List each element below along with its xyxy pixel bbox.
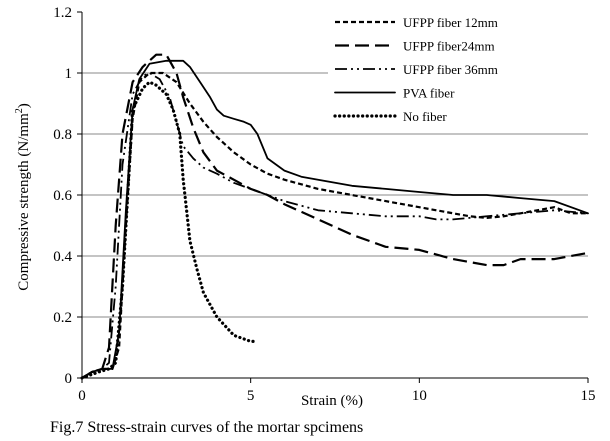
legend-label-4: PVA fiber [403,86,455,101]
series-line-5 [80,80,259,380]
legend-background [328,8,588,128]
gridlines [82,72,588,318]
legend: UFPP fiber 12mm UFPP fiber24mm UFPP fiber … [328,8,588,128]
y-axis-label: Compressive strength (N/mm2) [14,103,32,290]
x-axis-label: Strain (%) [301,393,363,409]
y-tick-labels: 0 0.2 0.4 0.6 0.8 1 1.2 [53,5,72,387]
y-axis-label-end: ) [16,103,32,108]
y-tick-label-0: 0 [65,371,73,387]
y-tick-label-1: 0.2 [53,310,72,326]
y-tick-label-5: 1 [65,66,73,82]
y-tick-label-2: 0.4 [53,249,72,265]
x-tick-label-0: 0 [78,388,86,404]
series-line-2 [81,53,589,379]
y-tick-label-4: 0.8 [53,127,72,143]
x-tick-labels: 0 5 10 15 [78,388,595,404]
legend-label-1: UFPP fiber 12mm [403,15,498,30]
figure-caption: Fig.7 Stress-strain curves of the mortar… [50,419,363,436]
tick-marks [77,11,589,383]
y-tick-label-6: 1.2 [53,5,72,21]
legend-label-5: No fiber [403,109,447,124]
x-tick-label-2: 10 [412,388,427,404]
x-tick-label-3: 15 [581,388,596,404]
series-line-3 [81,72,589,379]
series-lines [80,53,589,380]
legend-label-3: UFPP fiber 36mm [403,62,498,77]
y-axis-label-sup: 2 [14,108,25,113]
y-axis-label-main: Compressive strength (N/mm [16,113,32,291]
x-tick-label-1: 5 [247,388,255,404]
legend-label-2: UFPP fiber24mm [403,39,495,54]
y-tick-label-3: 0.6 [53,188,72,204]
